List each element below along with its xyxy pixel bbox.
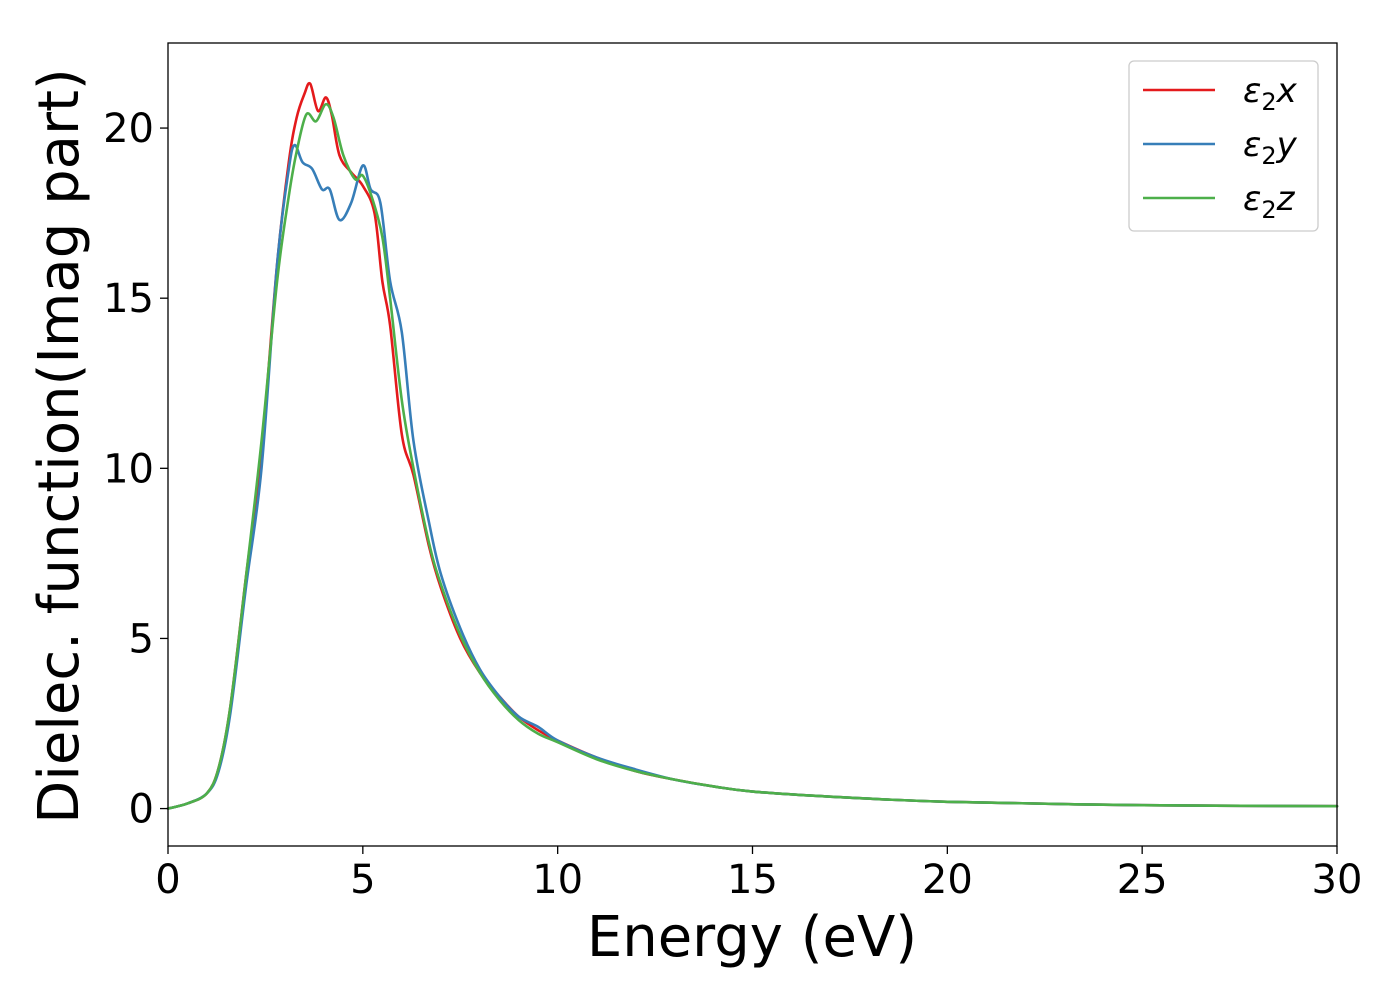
y-tick-label: 15	[103, 276, 154, 322]
x-axis-ticks: 0 5 10 15 20 25 30	[155, 846, 1362, 903]
y-tick-label: 0	[129, 787, 154, 833]
legend-box	[1128, 60, 1319, 232]
y-tick-label: 5	[129, 616, 154, 662]
legend: ε2x ε2y ε2z	[1128, 60, 1319, 232]
x-tick-label: 20	[922, 857, 973, 903]
x-tick-label: 5	[350, 857, 375, 903]
legend-label-x: ε2x	[1243, 71, 1298, 116]
series-line-z	[166, 102, 1339, 810]
y-tick-label: 10	[103, 446, 154, 492]
y-axis-label: Dielec. function(Imag part)	[27, 68, 92, 824]
x-tick-label: 25	[1117, 857, 1168, 903]
y-axis-ticks: 0 5 10 15 20	[103, 106, 168, 833]
x-tick-label: 0	[155, 857, 180, 903]
legend-label-y: ε2y	[1243, 125, 1298, 170]
series-layer	[166, 81, 1339, 810]
x-tick-label: 15	[727, 857, 778, 903]
x-tick-label: 30	[1312, 857, 1363, 903]
x-tick-label: 10	[532, 857, 583, 903]
legend-label-z: ε2z	[1243, 179, 1296, 224]
y-tick-label: 20	[103, 106, 154, 152]
x-axis-label: Energy (eV)	[587, 905, 917, 970]
